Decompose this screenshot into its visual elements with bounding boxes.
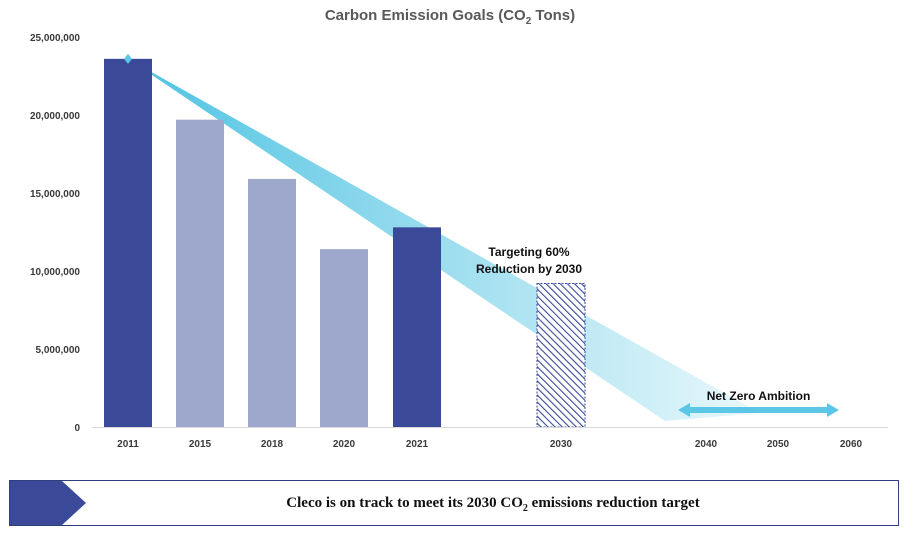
bar-2021	[393, 227, 441, 427]
bar-2018	[248, 178, 296, 427]
net-zero-label: Net Zero Ambition	[707, 389, 811, 403]
y-tick-label: 20,000,000	[30, 111, 80, 122]
bar-2030	[536, 282, 586, 428]
x-tick-label: 2060	[840, 439, 863, 450]
net-zero-arrow	[678, 403, 839, 417]
bar-2011	[104, 58, 152, 428]
target-annotation-line2: Reduction by 2030	[476, 262, 582, 276]
target-annotation-line1: Targeting 60%	[488, 245, 569, 259]
x-tick-label: 2040	[695, 439, 718, 450]
x-tick-label: 2020	[333, 439, 356, 450]
y-tick-label: 15,000,000	[30, 189, 80, 200]
y-axis: 0 5,000,000 10,000,000 15,000,000 20,000,000…	[30, 33, 81, 434]
y-tick-label: 10,000,000	[30, 267, 80, 278]
x-tick-label: 2030	[550, 439, 573, 450]
emissions-chart: Carbon Emission Goals (CO2 Tons) 0 5,000,…	[30, 7, 888, 450]
x-tick-label: 2015	[189, 439, 212, 450]
y-tick-label: 5,000,000	[36, 345, 81, 356]
banner-chevron-icon	[10, 481, 86, 525]
trend-band	[128, 58, 760, 422]
bar-2015	[176, 119, 224, 428]
banner-text: Cleco is on track to meet its 2030 CO2 e…	[286, 495, 700, 514]
chart-title: Carbon Emission Goals (CO2 Tons)	[325, 7, 575, 27]
y-tick-label: 25,000,000	[30, 33, 80, 44]
peak-marker	[124, 53, 132, 64]
net-zero-annotation: Net Zero Ambition	[678, 389, 839, 417]
bar-2020	[320, 249, 368, 427]
x-tick-label: 2021	[406, 439, 429, 450]
x-tick-label: 2018	[261, 439, 284, 450]
conclusion-banner: Cleco is on track to meet its 2030 CO2 e…	[9, 480, 899, 526]
y-tick-label: 0	[74, 423, 80, 434]
x-tick-label: 2011	[117, 439, 139, 450]
target-annotation: Targeting 60% Reduction by 2030	[476, 245, 582, 276]
x-tick-label: 2050	[767, 439, 790, 450]
bars	[104, 58, 586, 428]
x-axis: 2011 2015 2018 2020 2021 2030 2040 2050 2060	[117, 439, 862, 450]
